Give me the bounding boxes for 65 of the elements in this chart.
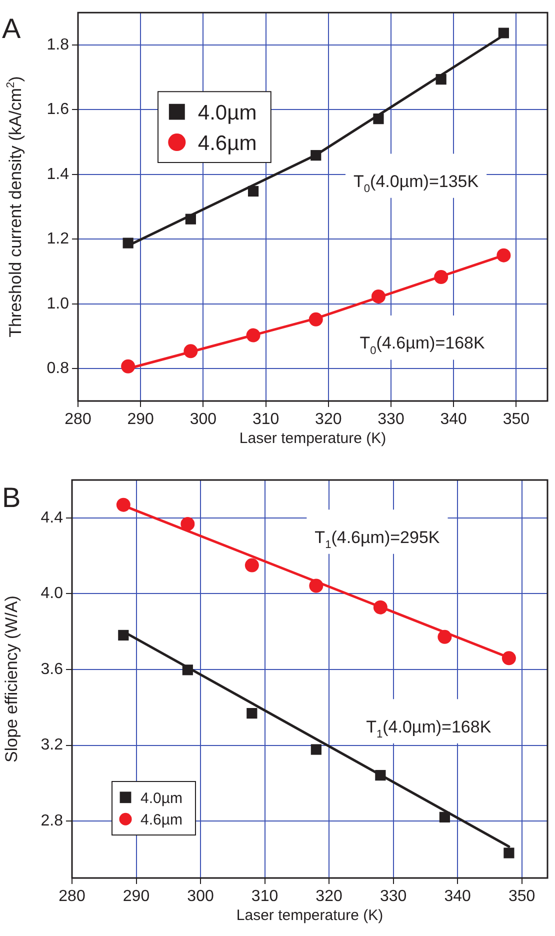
point [310, 744, 322, 755]
point [371, 289, 386, 304]
point [502, 651, 516, 666]
point [373, 113, 384, 124]
point [248, 186, 259, 197]
y-tick-label: 0.8 [46, 360, 70, 378]
y-tick-label: 1.0 [46, 295, 70, 312]
x-tick-label: 300 [187, 888, 214, 906]
point [309, 578, 324, 593]
point [438, 630, 452, 644]
legend-label: 4.0µm [198, 101, 257, 124]
point [180, 516, 195, 531]
y-tick-label: 2.8 [40, 812, 64, 830]
legend-label: 4.0µm [140, 790, 182, 807]
x-tick-label: 340 [440, 411, 468, 428]
point [185, 214, 196, 224]
x-tick-label: 280 [58, 888, 86, 906]
x-tick-label: 330 [378, 411, 404, 428]
x-tick-label: 300 [190, 411, 217, 428]
y-tick-label: 4.4 [40, 509, 64, 526]
x-tick-label: 340 [444, 888, 471, 906]
point [118, 630, 129, 641]
point [116, 498, 130, 512]
x-tick-label: 310 [251, 888, 278, 906]
legend-label: 4.6µm [140, 812, 182, 829]
point [182, 664, 193, 676]
chart-title: A [2, 13, 21, 44]
x-tick-label: 350 [508, 888, 536, 906]
point [244, 558, 259, 572]
point [436, 74, 446, 85]
x-tick-label: 320 [316, 888, 342, 906]
y-tick-label: 1.2 [46, 230, 70, 248]
point [498, 28, 509, 38]
x-tick-label: 330 [380, 888, 407, 906]
y-tick-label: 4.0 [40, 585, 64, 602]
point [310, 150, 322, 161]
x-axis-title: Laser temperature (K) [239, 430, 386, 447]
y-tick-label: 1.8 [46, 36, 70, 54]
x-tick-label: 320 [315, 411, 342, 428]
chart-title: B [2, 482, 21, 513]
point [246, 328, 260, 342]
legend-label: 4.6µm [198, 132, 257, 155]
y-tick-label: 1.6 [46, 101, 70, 118]
point [246, 708, 258, 719]
point [504, 848, 514, 858]
y-tick-label: 3.6 [40, 660, 64, 678]
x-tick-label: 280 [64, 411, 92, 428]
y-tick-label: 3.2 [40, 736, 64, 754]
x-axis-title: Laser temperature (K) [236, 907, 384, 924]
y-tick-label: 1.4 [46, 166, 70, 183]
point [122, 238, 134, 248]
point [308, 312, 323, 326]
x-tick-label: 290 [122, 888, 150, 906]
y-axis-title: Slope efficiency (W/A) [2, 596, 21, 762]
x-tick-label: 350 [502, 411, 530, 428]
y-axis-title: Threshold current density (kA/cm2) [5, 76, 25, 338]
point [121, 359, 136, 374]
point [184, 344, 198, 358]
point [434, 270, 448, 284]
x-tick-label: 290 [127, 411, 154, 428]
point [375, 770, 386, 781]
point [496, 248, 511, 262]
x-tick-label: 310 [252, 411, 280, 428]
point [373, 600, 388, 614]
point [439, 812, 450, 822]
